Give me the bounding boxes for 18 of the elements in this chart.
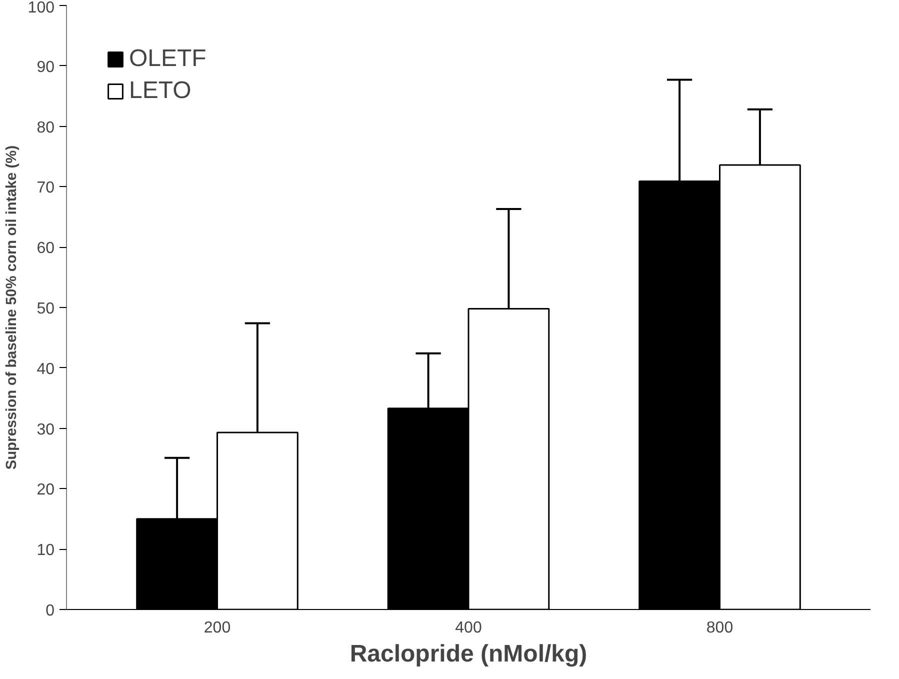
y-tick-label: 50 <box>36 300 55 318</box>
x-tick-label: 400 <box>455 620 482 636</box>
y-tick-label: 80 <box>36 119 55 136</box>
y-tick-label: 30 <box>36 421 55 438</box>
x-tick-label: 800 <box>706 620 734 636</box>
x-tick-label: 200 <box>204 620 231 636</box>
y-axis-title: Supression of baseline 50% corn oil intake (%) <box>4 145 20 470</box>
y-tick-label: 0 <box>46 602 55 620</box>
y-tick-label: 10 <box>36 542 55 560</box>
legend-label: OLETF <box>129 45 206 73</box>
y-tick-label: 60 <box>36 240 55 258</box>
x-axis-title: Raclopride (nMol/kg) <box>350 640 588 668</box>
y-tick-label: 70 <box>36 180 55 197</box>
y-tick-label: 100 <box>28 0 55 16</box>
y-tick-label: 40 <box>36 360 55 378</box>
legend-label: LETO <box>129 77 192 105</box>
y-tick-label: 20 <box>36 482 55 499</box>
y-tick-label: 90 <box>36 58 55 76</box>
